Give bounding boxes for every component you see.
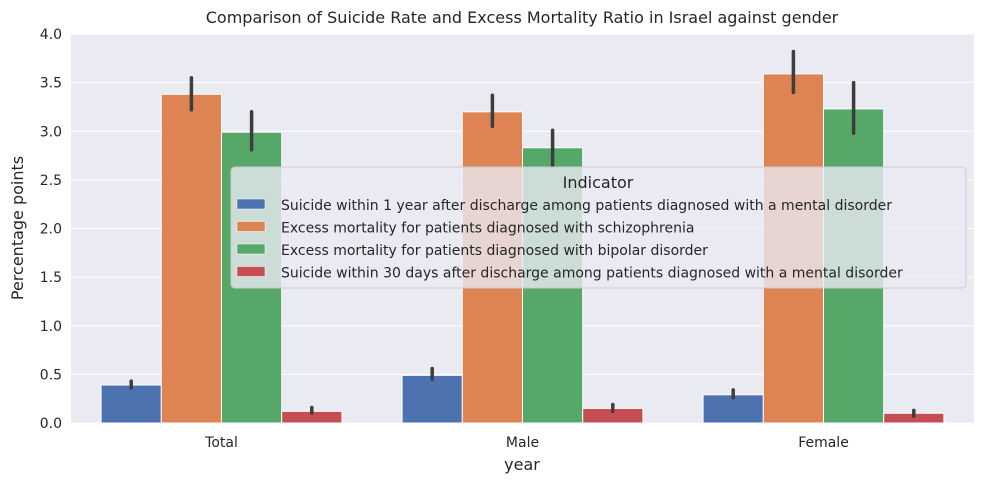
x-ticks: Total Male Female	[204, 435, 849, 451]
y-axis-label: Percentage points	[8, 156, 27, 300]
y-tick-label: 2.5	[40, 173, 62, 189]
y-tick-label: 2.0	[40, 222, 62, 238]
y-tick-label: 3.0	[40, 124, 62, 140]
legend-swatch	[236, 243, 266, 255]
y-tick-label: 1.0	[40, 319, 62, 335]
legend-entry: Suicide within 1 year after discharge am…	[281, 198, 892, 214]
bar	[160, 93, 223, 424]
bar	[100, 384, 162, 424]
legend-swatch	[236, 221, 266, 232]
legend-swatch	[236, 198, 266, 210]
y-tick-label: 3.5	[40, 76, 62, 92]
legend: Indicator Suicide within 1 year after di…	[230, 166, 967, 289]
legend-entry: Suicide within 30 days after discharge a…	[281, 266, 903, 282]
legend-title: Indicator	[563, 173, 634, 192]
x-tick-label: Total	[204, 435, 238, 451]
x-tick-label: Female	[798, 435, 849, 451]
y-ticks: 0.0 0.5 1.0 1.5 2.0 2.5 3.0 3.5 4.0	[40, 27, 62, 432]
chart-title: Comparison of Suicide Rate and Excess Mo…	[206, 8, 839, 27]
x-tick-label: Male	[506, 435, 539, 451]
y-tick-label: 0.0	[40, 416, 62, 432]
bar	[702, 394, 764, 424]
y-tick-label: 1.5	[40, 270, 62, 286]
y-tick-label: 0.5	[40, 367, 62, 383]
error-bars	[129, 49, 916, 418]
legend-entry: Excess mortality for patients diagnosed …	[281, 243, 708, 259]
y-tick-label: 4.0	[40, 27, 62, 43]
legend-items: Suicide within 1 year after discharge am…	[236, 198, 903, 282]
bar	[401, 374, 463, 424]
legend-swatch	[236, 266, 266, 277]
legend-entry: Excess mortality for patients diagnosed …	[281, 221, 694, 237]
x-axis-label: year	[504, 455, 540, 474]
legend-box	[230, 166, 967, 289]
